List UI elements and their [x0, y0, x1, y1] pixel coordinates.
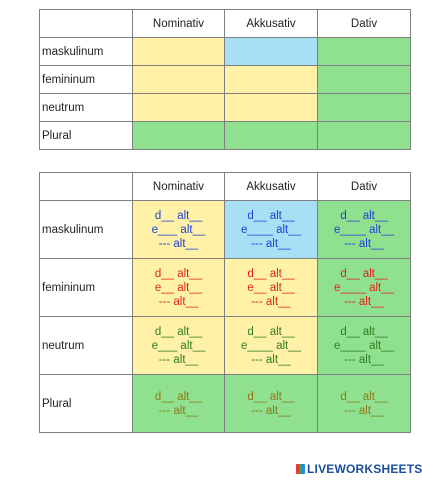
header-nominativ: Nominativ [132, 9, 225, 38]
ending-line[interactable]: --- alt__ [251, 237, 291, 250]
color-cell [224, 65, 318, 94]
ending-line[interactable]: d__ alt__ [247, 325, 295, 338]
ending-line[interactable]: d__ alt__ [247, 209, 295, 222]
header-akkusativ: Akkusativ [224, 172, 318, 201]
ending-line[interactable]: d__ alt__ [154, 267, 203, 280]
row-label-maskulinum: maskulinum [39, 200, 133, 259]
liveworksheets-logo: LIVEWORKSHEETS [296, 462, 422, 476]
ending-line[interactable]: e___ alt__ [151, 223, 206, 236]
liveworksheets-logo-icon [296, 464, 305, 474]
header-dativ: Dativ [317, 172, 411, 201]
declension-table: Nominativ Akkusativ Dativ maskulinum d__… [39, 172, 411, 433]
color-cell [224, 37, 318, 66]
header-akkusativ: Akkusativ [224, 9, 318, 38]
ending-cell: d__ alt__ e__ alt__ --- alt__ [132, 258, 225, 317]
color-cell [132, 93, 225, 122]
ending-line[interactable]: e____ alt__ [333, 223, 395, 236]
ending-cell: d__ alt__ --- alt__ [132, 374, 225, 433]
ending-cell: d__ alt__ --- alt__ [224, 374, 318, 433]
row-label-neutrum: neutrum [39, 316, 133, 375]
ending-line[interactable]: --- alt__ [344, 353, 384, 366]
row-label-femininum: femininum [39, 65, 133, 94]
corner-cell [39, 172, 133, 201]
ending-line[interactable]: --- alt__ [251, 404, 291, 417]
ending-line[interactable]: --- alt__ [251, 295, 291, 308]
ending-line[interactable]: d__ alt__ [340, 209, 388, 222]
color-cell [132, 65, 225, 94]
row-label-plural: Plural [39, 121, 133, 150]
ending-line[interactable]: e__ alt__ [247, 281, 295, 294]
ending-line[interactable]: e____ alt__ [333, 339, 395, 352]
ending-line[interactable]: e____ alt__ [240, 339, 302, 352]
corner-cell [39, 9, 133, 38]
ending-line[interactable]: --- alt__ [344, 295, 384, 308]
ending-cell: d__ alt__ e____ alt__ --- alt__ [224, 316, 318, 375]
ending-cell: d__ alt__ e___ alt__ --- alt__ [132, 316, 225, 375]
color-cell [317, 93, 411, 122]
ending-line[interactable]: e___ alt__ [151, 339, 206, 352]
ending-line[interactable]: --- alt__ [344, 404, 384, 417]
ending-line[interactable]: d__ alt__ [154, 325, 203, 338]
color-cell [224, 93, 318, 122]
ending-line[interactable]: --- alt__ [158, 295, 199, 308]
color-cell [132, 121, 225, 150]
ending-line[interactable]: e__ alt__ [154, 281, 203, 294]
ending-cell: d__ alt__ e____ alt__ --- alt__ [317, 258, 411, 317]
ending-cell: d__ alt__ e____ alt__ --- alt__ [317, 200, 411, 259]
ending-line[interactable]: --- alt__ [158, 404, 199, 417]
color-cell [224, 121, 318, 150]
ending-line[interactable]: d__ alt__ [154, 390, 203, 403]
row-label-plural: Plural [39, 374, 133, 433]
ending-cell: d__ alt__ --- alt__ [317, 374, 411, 433]
ending-line[interactable]: d__ alt__ [340, 325, 388, 338]
ending-cell: d__ alt__ e___ alt__ --- alt__ [132, 200, 225, 259]
color-cell [132, 37, 225, 66]
color-key-table: Nominativ Akkusativ Dativ maskulinum fem… [39, 9, 411, 150]
header-nominativ: Nominativ [132, 172, 225, 201]
ending-line[interactable]: --- alt__ [344, 237, 384, 250]
ending-line[interactable]: --- alt__ [158, 237, 199, 250]
ending-line[interactable]: --- alt__ [251, 353, 291, 366]
ending-cell: d__ alt__ e____ alt__ --- alt__ [317, 316, 411, 375]
ending-line[interactable]: d__ alt__ [247, 390, 295, 403]
brand-text: LIVEWORKSHEETS [307, 462, 422, 476]
ending-cell: d__ alt__ e__ alt__ --- alt__ [224, 258, 318, 317]
ending-line[interactable]: d__ alt__ [340, 267, 388, 280]
ending-line[interactable]: --- alt__ [158, 353, 199, 366]
ending-line[interactable]: d__ alt__ [247, 267, 295, 280]
color-cell [317, 65, 411, 94]
header-dativ: Dativ [317, 9, 411, 38]
row-label-femininum: femininum [39, 258, 133, 317]
ending-line[interactable]: e____ alt__ [333, 281, 395, 294]
color-cell [317, 37, 411, 66]
ending-cell: d__ alt__ e____ alt__ --- alt__ [224, 200, 318, 259]
row-label-neutrum: neutrum [39, 93, 133, 122]
ending-line[interactable]: d__ alt__ [154, 209, 203, 222]
ending-line[interactable]: d__ alt__ [340, 390, 388, 403]
ending-line[interactable]: e____ alt__ [240, 223, 302, 236]
color-cell [317, 121, 411, 150]
row-label-maskulinum: maskulinum [39, 37, 133, 66]
